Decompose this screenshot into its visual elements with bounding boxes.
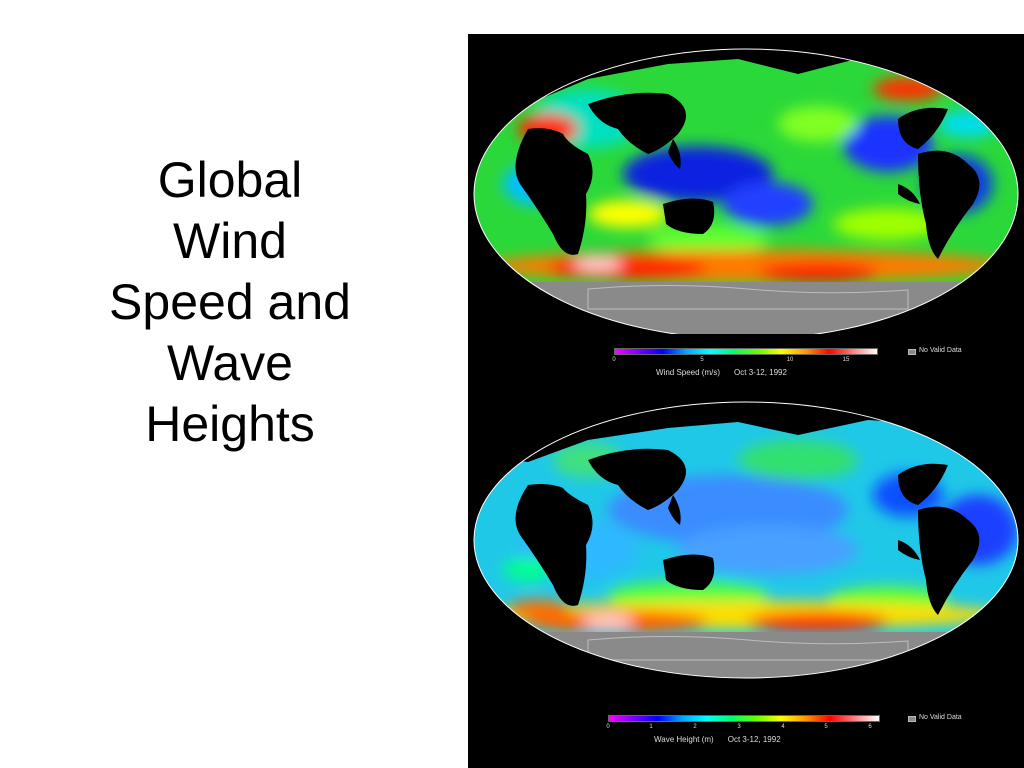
colorbar-tick-label: 5 [700,357,704,363]
colorbar-tick-label: 4 [781,724,785,730]
wave-height-map [473,401,1019,679]
colorbar-tick-label: 15 [842,357,850,363]
no-data-swatch [908,716,916,722]
wind-speed-map [473,48,1019,334]
caption-variable: Wind Speed (m/s) [656,368,721,377]
caption-variable: Wave Height (m) [654,735,714,744]
title-line: Wind [173,213,287,269]
no-data-label: No Valid Data [919,347,962,354]
colorbar-tick-label: 0 [606,724,610,730]
wind-speed-legend: 0 5 10 15 No Valid Data Wind Speed (m/s)… [468,346,1024,386]
colorbar-tick-label: 1 [649,724,653,730]
wave-height-caption: Wave Height (m) Oct 3-12, 1992 [654,735,781,744]
colorbar-tick-label: 6 [868,724,872,730]
no-data-swatch [908,349,916,355]
colorbar-tick-label: 0 [612,357,616,363]
colorbar-tick-label: 3 [737,724,741,730]
title-line: Global [157,152,303,208]
slide-title: Global Wind Speed and Wave Heights [40,150,420,455]
wind-speed-caption: Wind Speed (m/s) Oct 3-12, 1992 [656,368,787,377]
wave-height-colorbar [608,715,880,722]
satellite-figure: 0 5 10 15 No Valid Data Wind Speed (m/s)… [468,34,1024,768]
title-line: Heights [145,396,315,452]
colorbar-tick-label: 2 [693,724,697,730]
colorbar-tick-label: 10 [786,357,794,363]
colorbar-tick-label: 5 [824,724,828,730]
no-data-label: No Valid Data [919,714,962,721]
wind-speed-colorbar [614,348,878,355]
title-line: Speed and [109,274,351,330]
caption-date: Oct 3-12, 1992 [727,735,781,744]
caption-date: Oct 3-12, 1992 [734,368,787,377]
wave-height-legend: 0 1 2 3 4 5 6 No Valid Data Wave Height … [468,713,1024,753]
title-line: Wave [167,335,293,391]
